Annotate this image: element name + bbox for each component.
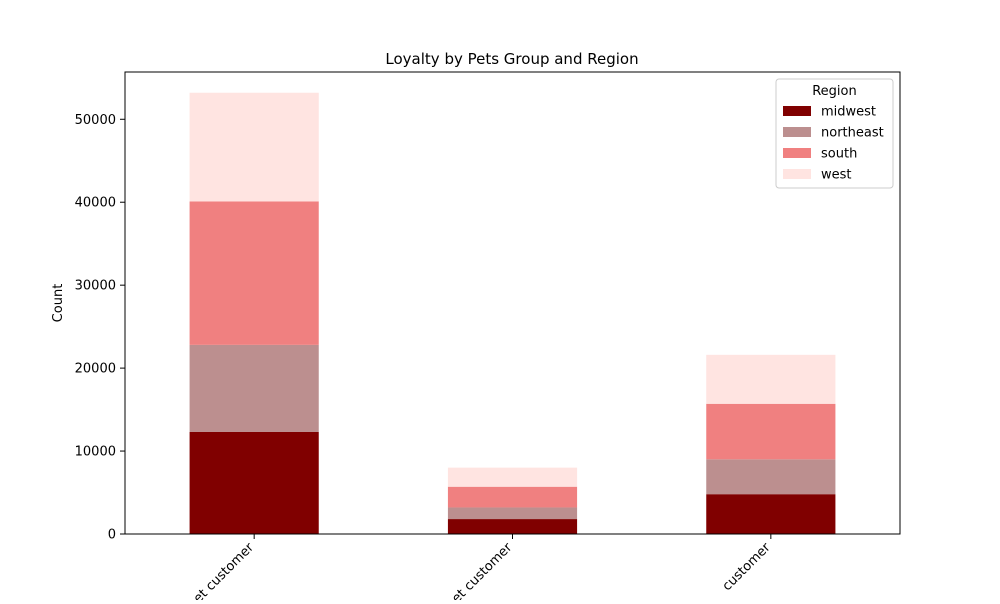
legend-label-south: south — [821, 147, 857, 162]
bar-segment-west-0 — [189, 92, 319, 202]
legend-label-midwest: midwest — [821, 105, 876, 120]
bar-segment-west-1 — [447, 467, 578, 487]
bar-segment-south-2 — [706, 403, 836, 460]
bar-segment-northeast-1 — [447, 507, 578, 520]
bar-segment-south-0 — [189, 201, 319, 345]
x-tick-label-2: customer — [720, 540, 774, 594]
legend-label-west: west — [821, 168, 852, 183]
legend-swatch-northeast — [783, 127, 811, 137]
plot-frame — [124, 71, 901, 535]
legend-label-northeast: northeast — [821, 126, 884, 141]
bar-segment-northeast-2 — [706, 459, 836, 495]
y-tick-label-5: 50000 — [75, 113, 116, 128]
legend-swatch-west — [783, 169, 811, 179]
chart-title: Loyalty by Pets Group and Region — [385, 50, 638, 68]
x-tick-label-0: pet customer — [185, 540, 257, 600]
y-tick-label-0: 0 — [108, 528, 116, 543]
y-tick-label-4: 40000 — [75, 196, 116, 211]
bar-segment-midwest-1 — [447, 519, 578, 534]
y-axis-label: Count — [51, 284, 66, 323]
bar-segment-midwest-0 — [189, 431, 319, 534]
legend-title: Region — [812, 84, 857, 99]
legend-swatch-south — [783, 148, 811, 158]
y-tick-label-3: 30000 — [75, 279, 116, 294]
legend: Region midwest northeast south west — [775, 78, 894, 189]
x-tick-label-1: pet customer — [443, 540, 515, 600]
bar-segment-midwest-2 — [706, 494, 836, 534]
bar-segment-west-2 — [706, 354, 836, 404]
y-tick-label-1: 10000 — [75, 445, 116, 460]
bar-segment-northeast-0 — [189, 344, 319, 432]
bars-layer — [189, 92, 836, 534]
bar-segment-south-1 — [447, 486, 578, 508]
legend-swatch-midwest — [783, 106, 811, 116]
y-tick-label-2: 20000 — [75, 362, 116, 377]
